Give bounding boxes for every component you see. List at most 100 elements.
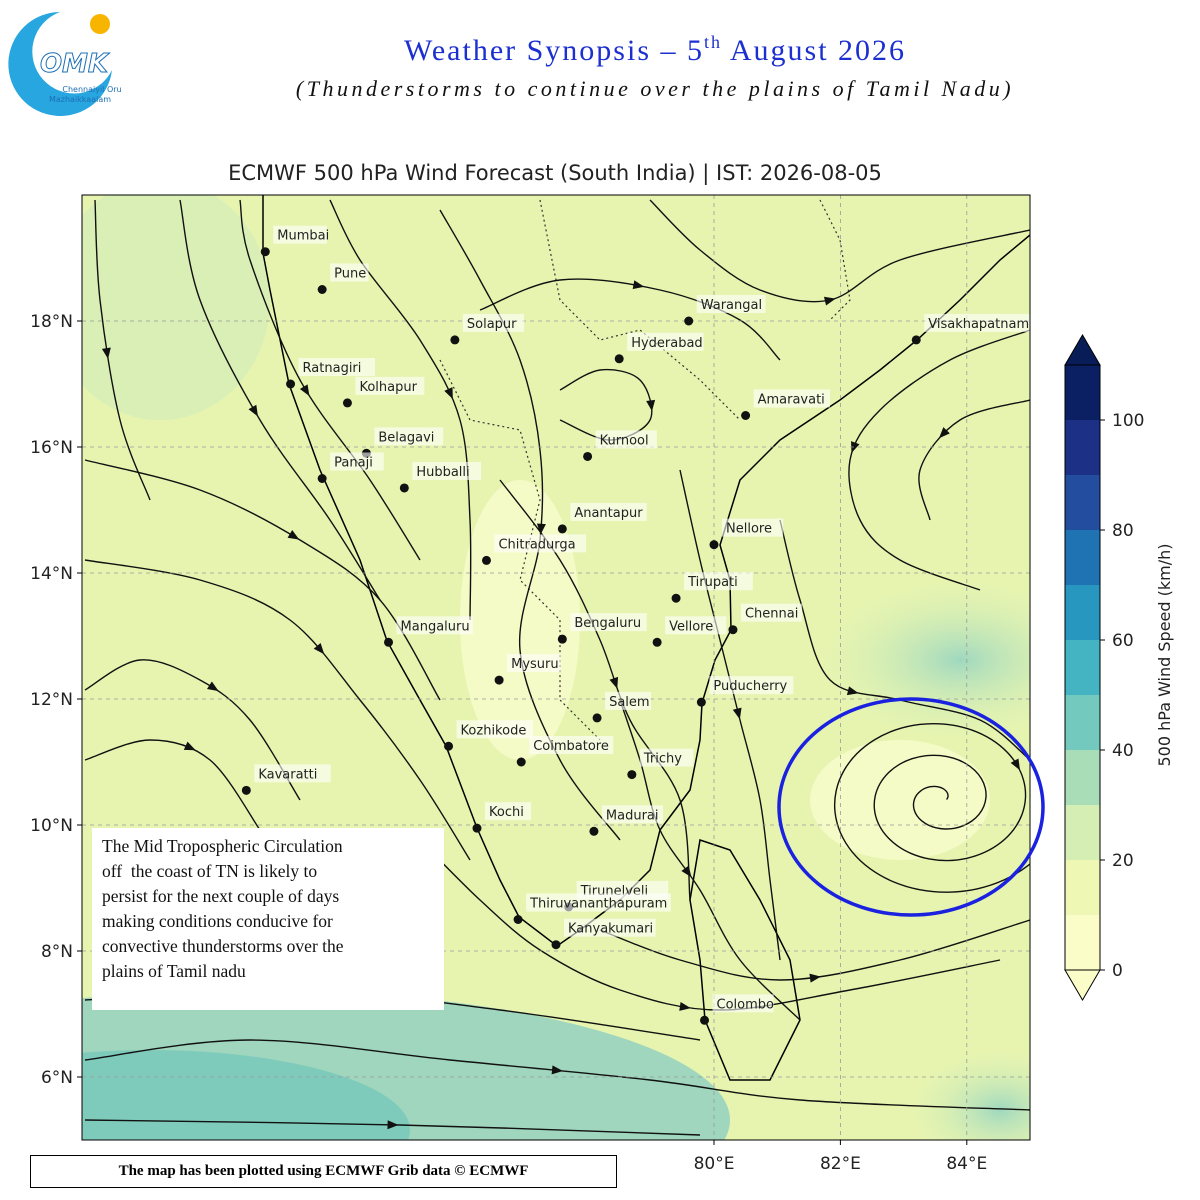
wind-shade bbox=[910, 1050, 1030, 1140]
streamline-arrow bbox=[387, 1120, 399, 1130]
streamline-arrow bbox=[551, 1065, 564, 1075]
city-label: Mysuru bbox=[511, 657, 559, 672]
city-dot bbox=[444, 741, 454, 751]
map-frame bbox=[81, 194, 1031, 1141]
city-label: Kurnool bbox=[600, 433, 649, 448]
lat-tick-label: 18°N bbox=[30, 312, 73, 332]
city-dot bbox=[399, 483, 409, 493]
title-sup: th bbox=[704, 32, 722, 52]
city-label: Kochi bbox=[489, 805, 524, 820]
streamline bbox=[918, 399, 1030, 521]
city-label: Tirupati bbox=[687, 575, 738, 590]
city-label: Kolhapur bbox=[359, 380, 417, 395]
city-label: Anantapur bbox=[574, 506, 643, 521]
city-dot bbox=[728, 625, 738, 635]
city-label-bg bbox=[709, 676, 794, 695]
city-label-bg bbox=[462, 313, 525, 332]
streamline-arrow bbox=[809, 973, 821, 983]
city-dot bbox=[671, 593, 681, 603]
colorbar-segment bbox=[1065, 475, 1100, 530]
streamline bbox=[599, 919, 1030, 981]
logo-crescent bbox=[8, 12, 112, 116]
city-dot bbox=[709, 540, 719, 550]
logo-line: Mazhaikkaalam bbox=[49, 95, 111, 104]
streamline-arrow bbox=[646, 399, 656, 412]
city-dot bbox=[481, 555, 491, 565]
annotation-line: convective thunderstorms over the bbox=[102, 936, 344, 956]
lat-tick-label: 8°N bbox=[41, 942, 73, 962]
city-label: Kozhikode bbox=[461, 723, 527, 738]
city-dot bbox=[557, 634, 567, 644]
city-label: Amaravati bbox=[758, 393, 825, 408]
grid bbox=[82, 195, 1030, 1140]
streamline bbox=[329, 199, 472, 621]
city-label: Trichy bbox=[643, 752, 682, 767]
city-dot bbox=[286, 379, 296, 389]
lon-tick-label: 80°E bbox=[694, 1154, 735, 1174]
city-dot bbox=[557, 524, 567, 534]
city-label-bg bbox=[595, 430, 657, 449]
city-label-bg bbox=[298, 358, 375, 376]
lon-tick-label: 82°E bbox=[820, 1154, 861, 1174]
city-dot bbox=[384, 637, 394, 647]
colorbar: 0 20 40 60 80 100 bbox=[1064, 334, 1144, 1001]
page-subtitle: (Thunderstorms to continue over the plai… bbox=[296, 76, 1014, 101]
streamline-arrow bbox=[732, 707, 742, 720]
colorbar-segment bbox=[1065, 420, 1100, 475]
streamline-arrow bbox=[938, 427, 950, 439]
city-label-bg bbox=[570, 613, 647, 632]
wind-shade bbox=[460, 480, 580, 760]
streamline-arrow bbox=[846, 686, 859, 696]
city-dot bbox=[494, 675, 504, 685]
city-label-bg bbox=[273, 225, 327, 244]
city-label-bg bbox=[456, 720, 533, 739]
annotation: The Mid Tropospheric Circulation off the … bbox=[92, 828, 444, 1010]
city-label: Mumbai bbox=[277, 229, 329, 244]
colorbar-segment bbox=[1065, 365, 1100, 420]
city-dot bbox=[700, 1015, 710, 1025]
city-dot bbox=[241, 785, 251, 795]
city-dot bbox=[627, 770, 637, 780]
city-dot bbox=[583, 451, 593, 461]
title-part: Weather Synopsis – 5 bbox=[404, 34, 704, 67]
streamline bbox=[848, 329, 1030, 591]
streamline-arrow bbox=[681, 865, 692, 878]
city-label: Nellore bbox=[726, 522, 772, 537]
annotation-line: making conditions conducive for bbox=[102, 911, 333, 931]
streamline-arrow bbox=[248, 404, 258, 417]
colorbar-segment bbox=[1065, 805, 1100, 860]
city-label-bg bbox=[396, 616, 473, 635]
wind-shade bbox=[810, 740, 990, 860]
city-dot bbox=[911, 335, 921, 345]
streamline-arrow bbox=[444, 387, 453, 400]
city-label-bg bbox=[374, 427, 444, 446]
city-dot bbox=[592, 713, 602, 723]
colorbar-tick-label: 20 bbox=[1112, 851, 1134, 871]
streamline-arrow bbox=[101, 347, 111, 360]
axes: 6°N 8°N 10°N 12°N 14°N 16°N 18°N 80°E 82°E 84°E bbox=[30, 312, 987, 1174]
city-label-bg bbox=[740, 603, 803, 622]
city-label: Madurai bbox=[606, 808, 659, 823]
lat-tick-label: 16°N bbox=[30, 438, 73, 458]
city-label: Visakhapatnam bbox=[928, 317, 1029, 332]
streamline-arrow bbox=[287, 530, 300, 540]
city-label-bg bbox=[507, 654, 561, 673]
city-label: Solapur bbox=[467, 317, 517, 332]
city-label-bg bbox=[722, 518, 784, 537]
city-label: Salem bbox=[609, 695, 650, 710]
city-label-bg bbox=[526, 893, 671, 912]
footer: The map has been plotted using ECMWF Gri… bbox=[30, 1155, 617, 1188]
title-part: August 2026 bbox=[722, 34, 906, 67]
city-label-bg bbox=[254, 764, 331, 783]
coastline bbox=[689, 839, 801, 1081]
city-dot bbox=[551, 940, 561, 950]
city-label-bg bbox=[570, 502, 647, 521]
logo-sun bbox=[90, 14, 110, 34]
logo: OMK Chennaiyil Oru Mazhaikkaalam bbox=[8, 12, 122, 116]
streamline bbox=[833, 722, 1030, 893]
streamline-arrow bbox=[299, 384, 310, 397]
streamline-arrow bbox=[536, 523, 546, 535]
logo-mark: OMK bbox=[40, 49, 110, 79]
lat-tick-label: 10°N bbox=[30, 816, 73, 836]
